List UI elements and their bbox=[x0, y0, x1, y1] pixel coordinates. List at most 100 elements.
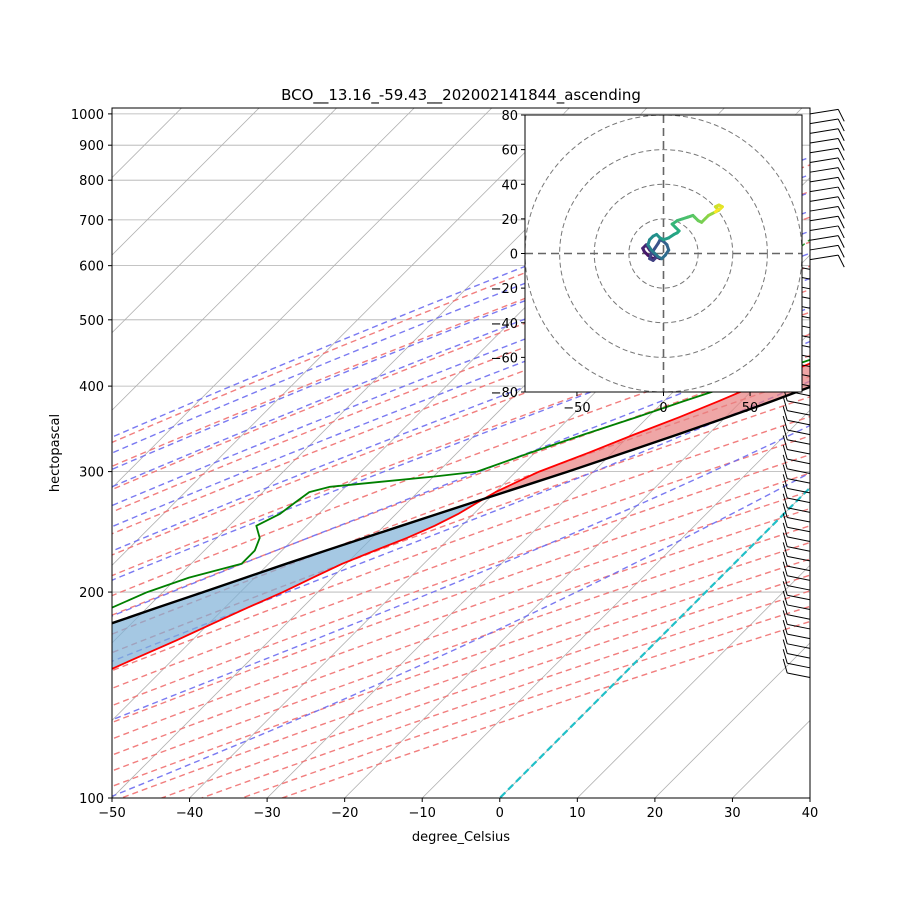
temperature-profile bbox=[112, 362, 810, 670]
isotherm-gridline bbox=[112, 108, 260, 256]
y-tick-label: 700 bbox=[79, 214, 104, 229]
hodograph-y-tick-label: 60 bbox=[501, 144, 518, 159]
moist-adiabat bbox=[112, 156, 810, 438]
hodograph-x-tick-label: 0 bbox=[659, 401, 667, 416]
wind-barb-feather bbox=[782, 532, 788, 547]
hodograph-y-tick-label: 80 bbox=[501, 109, 518, 124]
wind-barb-shaft bbox=[787, 585, 811, 591]
wind-barb-shaft bbox=[809, 176, 839, 183]
hodograph-y-tick-label: 0 bbox=[510, 248, 518, 263]
wind-barb-shaft bbox=[809, 196, 839, 202]
wind-barb-feather bbox=[837, 225, 845, 239]
wind-barb-shaft bbox=[787, 400, 811, 406]
y-tick-label: 400 bbox=[79, 380, 104, 395]
hodograph-y-tick-label: 40 bbox=[501, 178, 518, 193]
wind-barb-feather bbox=[782, 629, 788, 644]
isotherm-gridline bbox=[112, 108, 493, 489]
wind-barb-feather bbox=[782, 474, 788, 489]
wind-barb-feather bbox=[837, 245, 845, 258]
wind-barb-shaft bbox=[787, 487, 811, 494]
wind-barb-feather bbox=[782, 581, 788, 596]
hodograph-inset: −50 0 50 80 60 40 20 0 −20 −40 −60 −80 bbox=[491, 109, 803, 416]
wind-barb-shaft bbox=[787, 643, 811, 649]
x-tick-label: 40 bbox=[802, 806, 819, 821]
wind-barb-feather bbox=[782, 493, 788, 508]
wind-barb-shaft bbox=[809, 108, 839, 115]
wind-barb-feather bbox=[837, 196, 845, 210]
dry-adiabat bbox=[112, 265, 810, 535]
dry-adiabat bbox=[112, 541, 810, 788]
y-tick-label: 100 bbox=[79, 792, 104, 807]
isotherm-gridline bbox=[344, 332, 810, 798]
sounding-profiles bbox=[112, 358, 810, 670]
wind-barb-shaft bbox=[787, 536, 811, 542]
hodograph-y-tick-label: −60 bbox=[491, 351, 518, 366]
wind-barb-feather bbox=[837, 235, 845, 248]
wind-barb-shaft bbox=[787, 419, 811, 426]
wind-barb-shaft bbox=[787, 662, 811, 669]
x-tick-label: 10 bbox=[569, 806, 586, 821]
wind-barb-shaft bbox=[787, 516, 811, 523]
parcel-profile bbox=[112, 385, 810, 625]
wind-barb-feather bbox=[782, 619, 788, 635]
y-axis-label: hectopascal bbox=[48, 414, 63, 492]
y-tick-label: 600 bbox=[79, 260, 104, 275]
wind-barb-shaft bbox=[787, 653, 811, 659]
wind-barb-feather bbox=[782, 522, 788, 538]
dry-adiabat bbox=[121, 558, 810, 798]
wind-barb-shaft bbox=[787, 468, 811, 474]
wind-barb-shaft bbox=[809, 137, 839, 144]
wind-barb-feather bbox=[837, 118, 845, 132]
wind-barb-feather bbox=[837, 215, 845, 229]
wind-barb-feather bbox=[837, 206, 845, 219]
x-tick-label: −30 bbox=[253, 806, 280, 821]
wind-barb-shaft bbox=[787, 410, 811, 416]
dry-adiabat bbox=[112, 396, 810, 654]
wind-barb-shaft bbox=[787, 478, 811, 484]
wind-barb-feather bbox=[782, 445, 788, 460]
dry-adiabat bbox=[112, 241, 810, 513]
wind-barb-feather bbox=[782, 590, 788, 606]
wind-barb-feather bbox=[837, 177, 845, 190]
x-axis-label: degree_Celsius bbox=[412, 830, 510, 845]
wind-barb-shaft bbox=[787, 497, 811, 504]
x-tick-label: 30 bbox=[724, 806, 741, 821]
moist-adiabat bbox=[112, 380, 810, 663]
hodograph-x-tick-label: 50 bbox=[742, 401, 759, 416]
isotherm-gridline bbox=[112, 108, 415, 411]
dry-adiabat bbox=[112, 435, 810, 690]
wind-barb-feather bbox=[782, 658, 788, 674]
wind-barb-shaft bbox=[809, 128, 839, 134]
isotherm-gridline bbox=[577, 564, 810, 798]
y-tick-label: 900 bbox=[79, 139, 104, 154]
x-tick-label: −10 bbox=[409, 806, 436, 821]
isotherm-gridline bbox=[421, 409, 810, 798]
wind-barb-shaft bbox=[809, 244, 839, 251]
wind-barb-shaft bbox=[787, 604, 811, 610]
wind-barb-feather bbox=[782, 464, 788, 479]
wind-barb-shaft bbox=[787, 439, 811, 445]
wind-barb-feather bbox=[837, 128, 845, 141]
isotherm-gridline bbox=[112, 108, 337, 334]
wind-barb-feather bbox=[782, 435, 788, 450]
dry-adiabat bbox=[112, 453, 810, 707]
wind-barb-shaft bbox=[787, 614, 811, 620]
wind-barb-shaft bbox=[787, 575, 811, 581]
wind-barb-feather bbox=[837, 186, 845, 200]
y-tick-label: 300 bbox=[79, 466, 104, 481]
hodograph-trace bbox=[641, 203, 724, 262]
isotherm-gridline bbox=[499, 487, 810, 798]
dry-adiabat bbox=[241, 605, 810, 798]
wind-barb-shaft bbox=[787, 633, 811, 640]
skewt-plot-frame bbox=[111, 107, 811, 799]
y-tick-label: 1000 bbox=[71, 108, 104, 123]
hodograph-y-tick-label: −20 bbox=[491, 282, 518, 297]
wind-barb-feather bbox=[782, 600, 788, 615]
wind-barb-shaft bbox=[809, 225, 839, 231]
wind-barb-feather bbox=[837, 157, 845, 171]
wind-barb-feather bbox=[782, 454, 788, 470]
dry-adiabat bbox=[112, 490, 810, 740]
isotherm-gridline bbox=[654, 642, 810, 798]
wind-barb-shaft bbox=[809, 118, 839, 125]
